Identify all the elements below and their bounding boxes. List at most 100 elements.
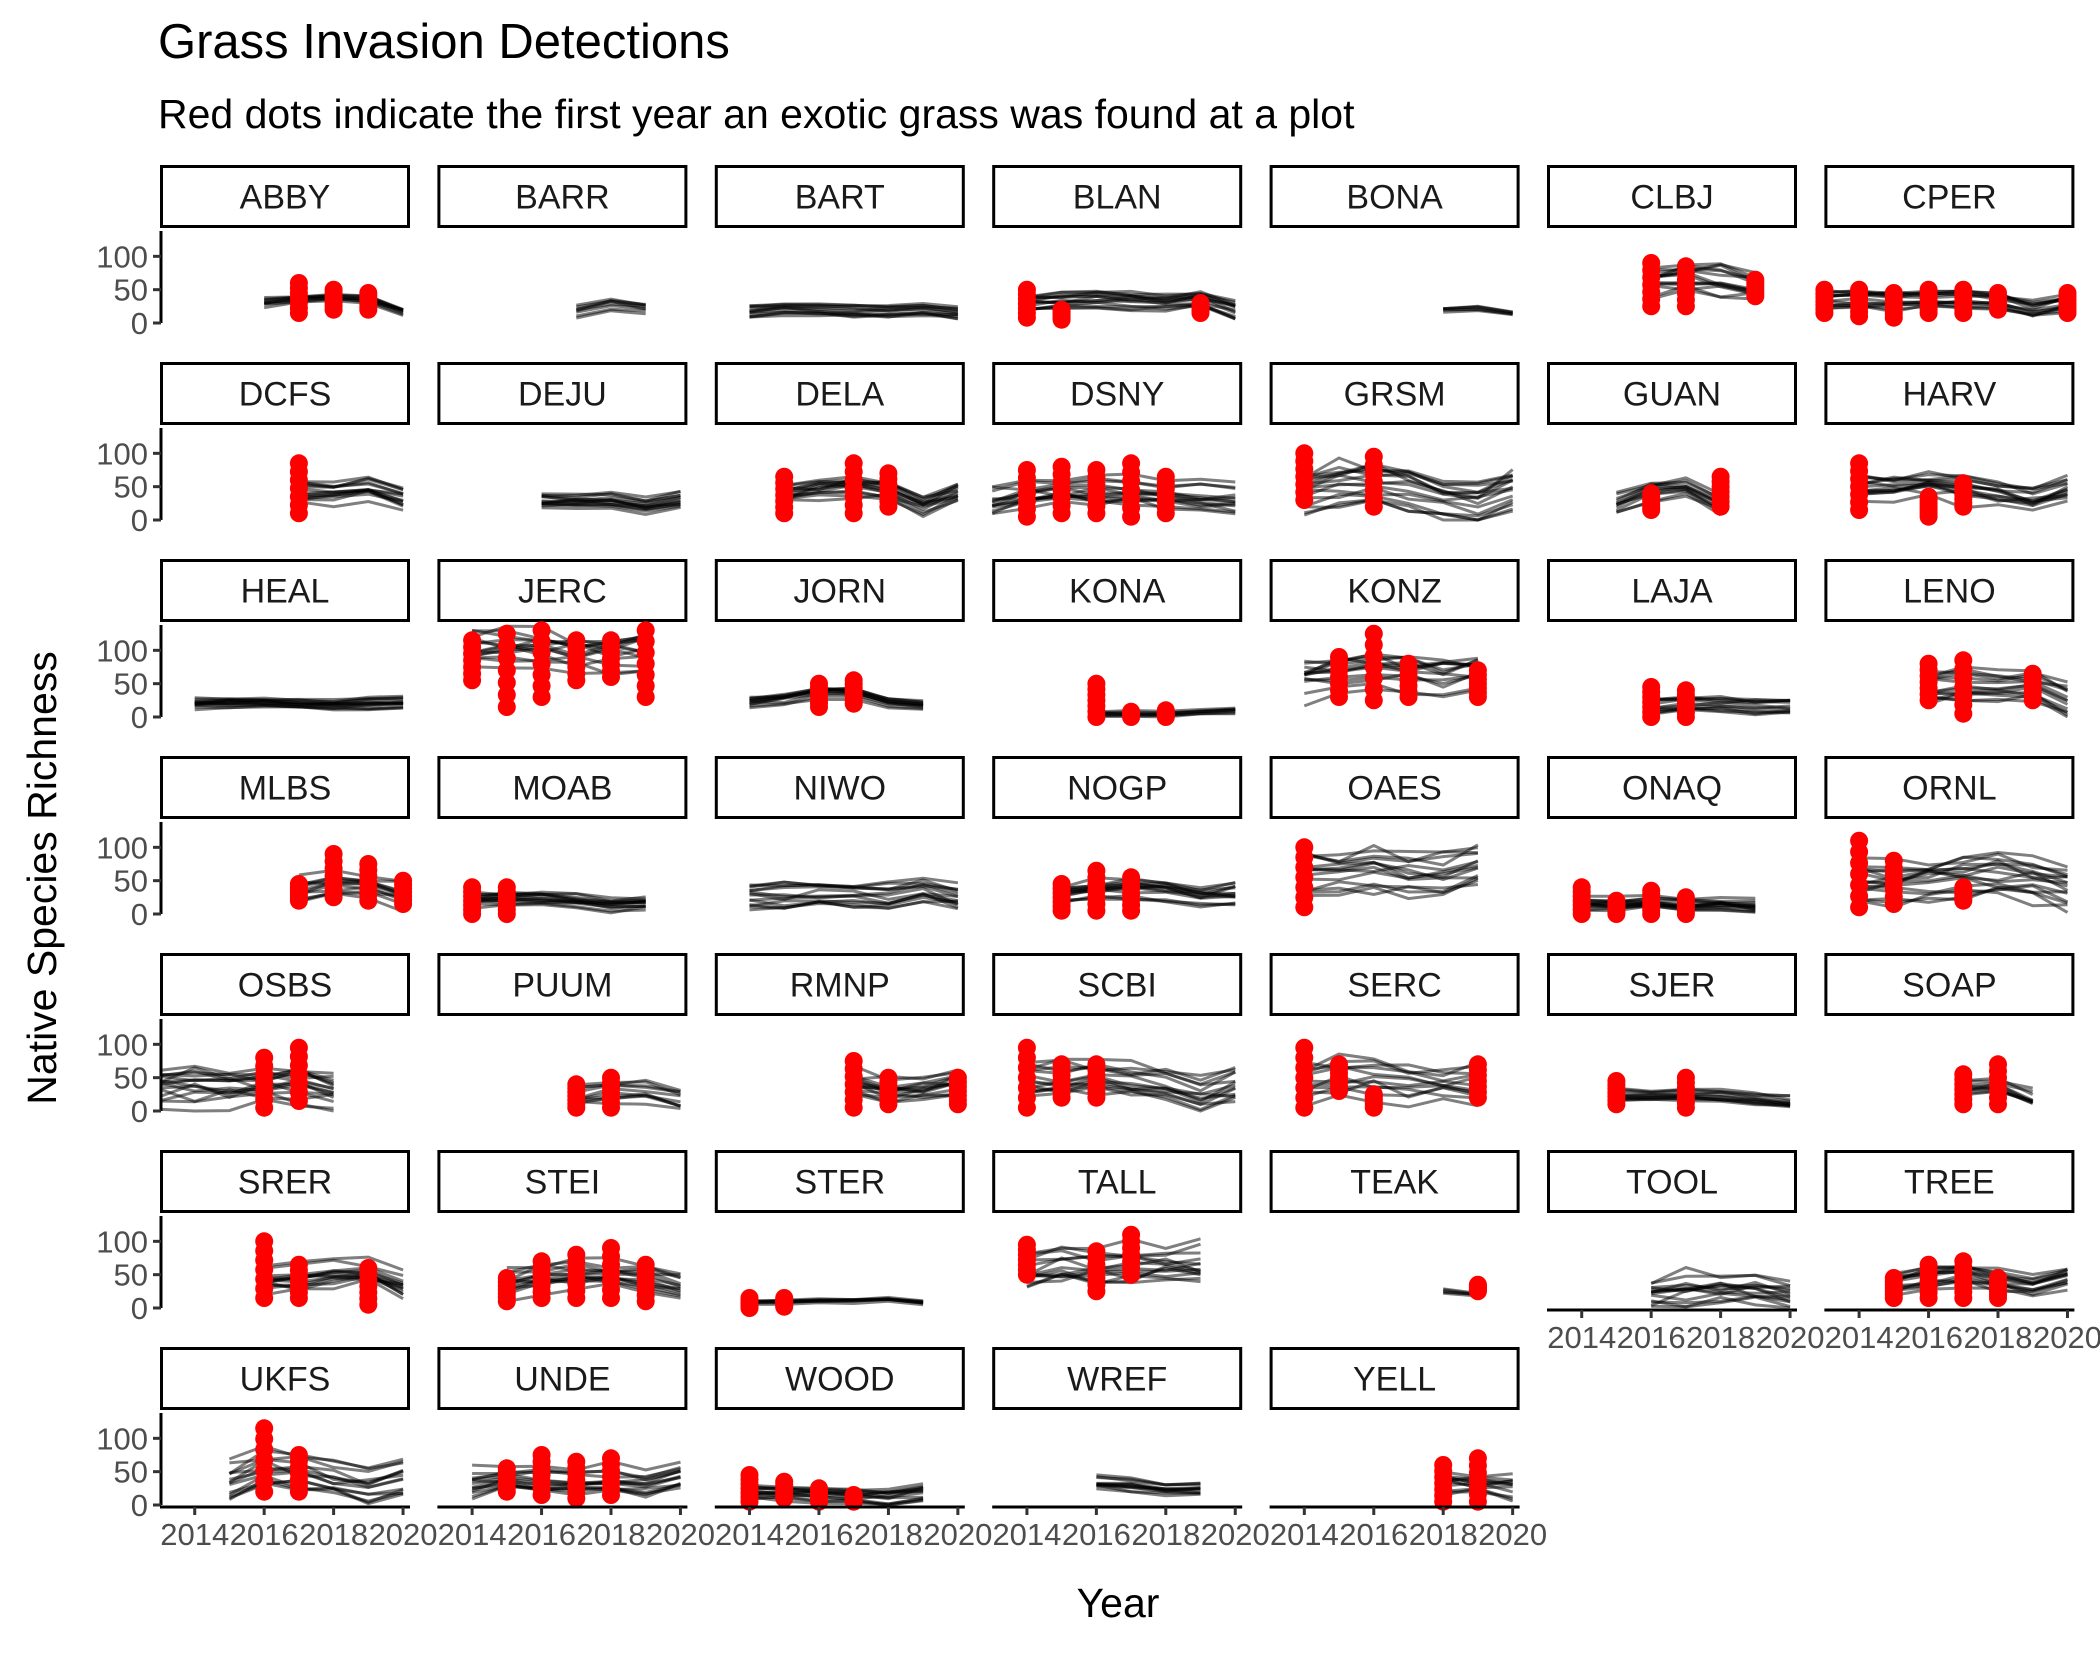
facet-strip [1269,1150,1520,1213]
series-line [749,694,924,710]
series-line [1096,1487,1201,1498]
series-line [1096,1475,1201,1487]
x-tick-label: 2014 [438,1517,507,1552]
facet-tree: TREE 2014 2016 2018 2020 [1824,1150,2100,1355]
facet-moab: MOAB [437,756,688,923]
x-tick-label: 2014 [1547,1320,1616,1355]
series-line [1650,284,1756,301]
detection-dot [1954,1252,1973,1271]
series-line [1304,865,1478,882]
facet-strip-label: HARV [1902,376,1996,414]
facet-bart: BART [714,165,965,321]
detection-dot [1989,1269,2007,1287]
y-tick-label: 0 [131,1291,148,1326]
facet-strip-label: WREF [1067,1361,1167,1399]
facet-onaq: ONAQ [1547,756,1797,923]
series-line [576,307,646,318]
detection-dot [1676,888,1695,907]
series-line [749,893,959,908]
detection-dot [1642,484,1661,503]
facet-strip [160,165,410,228]
detection-dot [1954,878,1973,897]
detection-dot [532,1252,551,1271]
detection-dot [1087,861,1106,880]
facet-strip-label: BONA [1346,179,1443,217]
y-tick-label: 0 [131,1094,148,1129]
facet-strip-label: PUUM [512,967,612,1005]
detection-dot [497,673,516,692]
detection-dot [1295,444,1314,463]
detection-dot [1052,875,1071,893]
facet-strip-label: MLBS [239,770,332,808]
series-line [264,1274,404,1291]
series-line [1304,860,1479,880]
facet-clbj: CLBJ [1547,165,1797,316]
detection-dot [810,674,828,693]
facet-strip-label: KONA [1069,573,1166,611]
detection-dot [1295,838,1314,857]
series-line [298,879,404,895]
facet-strip [1547,362,1797,425]
facet-niwo: NIWO [714,756,965,912]
detection-dot [1884,284,1903,302]
facet-strip-label: BARR [515,179,609,217]
series-line [749,302,959,311]
detection-dot [1607,1072,1626,1090]
detection-dot [497,1269,516,1287]
y-tick-label: 0 [131,897,148,932]
y-tick-label: 100 [96,436,148,471]
detection-dot [602,1239,620,1257]
detection-dot [1399,654,1418,673]
facet-strip-label: ORNL [1902,770,1996,808]
series-line [749,691,924,707]
detection-dot [1572,878,1591,897]
series-line [1303,482,1514,502]
series-line [1303,465,1513,487]
facet-ornl: ORNL [1824,756,2075,917]
facet-leno: LENO [1824,559,2075,723]
series-line [853,1088,958,1105]
facet-konz: KONZ [1269,559,1520,710]
facet-strip-label: RMNP [790,967,890,1005]
series-line [1096,1483,1201,1492]
facet-strip-label: JERC [518,573,607,611]
facet-strip [437,165,688,228]
facet-strip-label: NOGP [1067,770,1167,808]
facet-kona: KONA [992,559,1243,726]
series-line [1304,863,1479,882]
series-line [298,868,404,883]
series-line [576,1099,681,1110]
series-line [1443,304,1513,314]
x-tick-label: 2018 [577,1517,646,1552]
y-tick-label: 50 [114,1455,148,1490]
facet-strip [714,362,965,425]
series-line [853,1078,959,1094]
x-tick-label: 2014 [715,1517,784,1552]
detection-dot [1815,280,1834,299]
detection-dot [289,1038,308,1057]
facet-strip [160,559,410,622]
facet-strip [437,1150,688,1213]
facet-tall: TALL [992,1150,1243,1301]
facet-strip-label: TALL [1078,1164,1157,1202]
facet-barr: BARR [437,165,688,320]
x-tick-label: 2014 [1270,1517,1339,1552]
series-line [1616,1087,1791,1102]
detection-dot [359,1259,378,1277]
detection-dot [255,1232,274,1251]
facet-strip [437,756,688,819]
detection-dot [567,1245,586,1264]
facet-strip-label: HEAL [241,573,330,611]
detection-dot [497,878,516,897]
detection-dot [879,1068,898,1087]
facet-stei: STEI [437,1150,688,1311]
series-line [1651,281,1756,293]
detection-dot [879,464,898,483]
detection-dot [1919,487,1938,506]
detection-dot [1919,1255,1938,1274]
facet-strip-label: CLBJ [1630,179,1713,217]
detection-dot [1017,280,1036,299]
detection-dot [1850,454,1869,473]
facet-strip-label: TREE [1904,1164,1995,1202]
